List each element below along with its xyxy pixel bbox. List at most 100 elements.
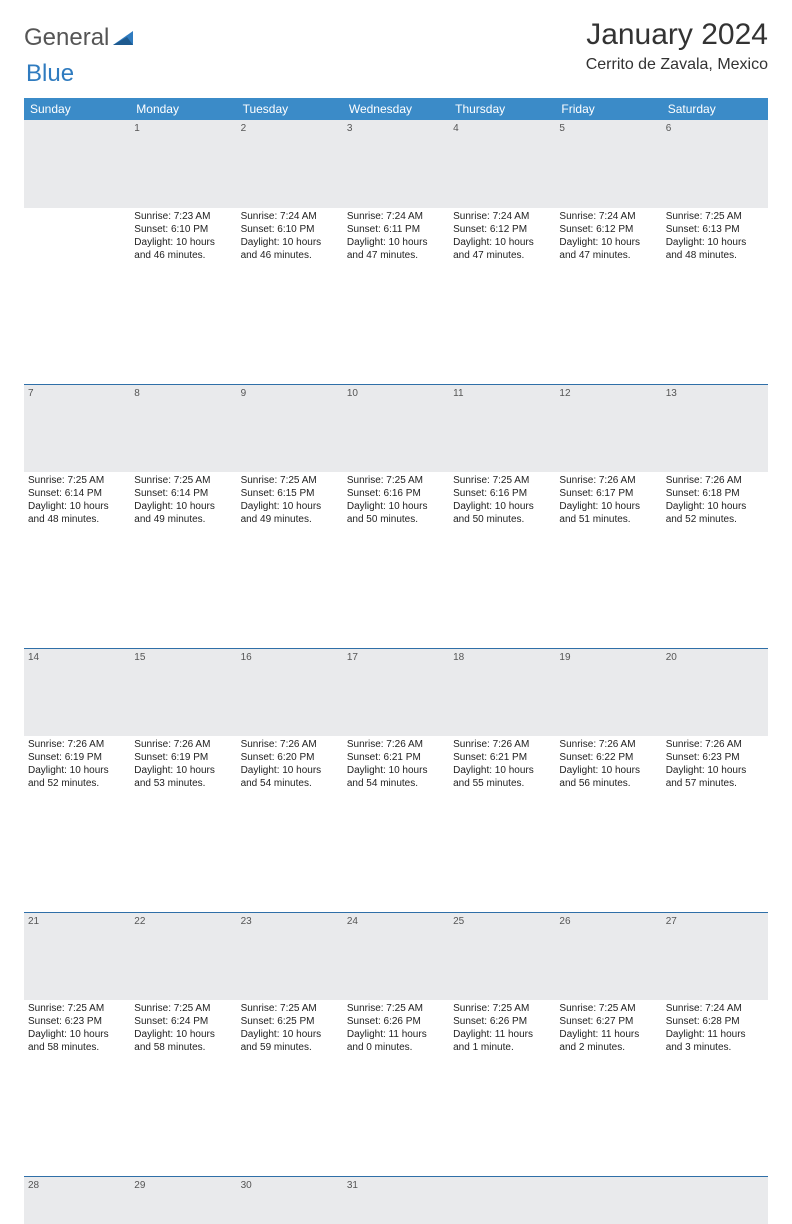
day-number: 14 xyxy=(24,648,130,736)
day-number: 19 xyxy=(555,648,661,736)
day-number: 28 xyxy=(24,1176,130,1224)
daylight-text: Daylight: 10 hours and 53 minutes. xyxy=(134,764,232,790)
day-cell: Sunrise: 7:26 AMSunset: 6:22 PMDaylight:… xyxy=(555,736,661,824)
week-1-daynum-row: 123456 xyxy=(24,120,768,208)
sunset-text: Sunset: 6:26 PM xyxy=(453,1015,551,1028)
day-cell: Sunrise: 7:24 AMSunset: 6:10 PMDaylight:… xyxy=(237,208,343,296)
day-cell: Sunrise: 7:26 AMSunset: 6:19 PMDaylight:… xyxy=(130,736,236,824)
sunset-text: Sunset: 6:10 PM xyxy=(241,223,339,236)
daylight-text: Daylight: 10 hours and 50 minutes. xyxy=(453,500,551,526)
day-cell: Sunrise: 7:25 AMSunset: 6:16 PMDaylight:… xyxy=(343,472,449,560)
day-cell: Sunrise: 7:24 AMSunset: 6:28 PMDaylight:… xyxy=(662,1000,768,1088)
day-cell: Sunrise: 7:26 AMSunset: 6:23 PMDaylight:… xyxy=(662,736,768,824)
daylight-text: Daylight: 11 hours and 3 minutes. xyxy=(666,1028,764,1054)
col-wednesday: Wednesday xyxy=(343,98,449,120)
sunset-text: Sunset: 6:10 PM xyxy=(134,223,232,236)
sunset-text: Sunset: 6:26 PM xyxy=(347,1015,445,1028)
day-number: 31 xyxy=(343,1176,449,1224)
sunrise-text: Sunrise: 7:25 AM xyxy=(134,1002,232,1015)
day-cell: Sunrise: 7:26 AMSunset: 6:21 PMDaylight:… xyxy=(449,736,555,824)
daylight-text: Daylight: 10 hours and 52 minutes. xyxy=(28,764,126,790)
sunrise-text: Sunrise: 7:23 AM xyxy=(134,210,232,223)
sunrise-text: Sunrise: 7:25 AM xyxy=(241,474,339,487)
day-cell: Sunrise: 7:25 AMSunset: 6:13 PMDaylight:… xyxy=(662,208,768,296)
sunrise-text: Sunrise: 7:24 AM xyxy=(559,210,657,223)
week-5-daynum-row: 28293031 xyxy=(24,1176,768,1224)
day-number: 27 xyxy=(662,912,768,1000)
day-cell: Sunrise: 7:24 AMSunset: 6:11 PMDaylight:… xyxy=(343,208,449,296)
day-cell: Sunrise: 7:25 AMSunset: 6:26 PMDaylight:… xyxy=(343,1000,449,1088)
logo: General xyxy=(24,18,135,52)
sunrise-text: Sunrise: 7:24 AM xyxy=(666,1002,764,1015)
day-cell xyxy=(24,208,130,296)
day-number: 24 xyxy=(343,912,449,1000)
sunrise-text: Sunrise: 7:26 AM xyxy=(241,738,339,751)
daylight-text: Daylight: 10 hours and 47 minutes. xyxy=(559,236,657,262)
day-number: 5 xyxy=(555,120,661,208)
sunset-text: Sunset: 6:18 PM xyxy=(666,487,764,500)
day-number: 26 xyxy=(555,912,661,1000)
sunset-text: Sunset: 6:22 PM xyxy=(559,751,657,764)
day-number: 2 xyxy=(237,120,343,208)
sunrise-text: Sunrise: 7:26 AM xyxy=(666,474,764,487)
sunrise-text: Sunrise: 7:25 AM xyxy=(28,1002,126,1015)
sunrise-text: Sunrise: 7:26 AM xyxy=(347,738,445,751)
day-number: 16 xyxy=(237,648,343,736)
day-cell: Sunrise: 7:26 AMSunset: 6:21 PMDaylight:… xyxy=(343,736,449,824)
sunset-text: Sunset: 6:23 PM xyxy=(28,1015,126,1028)
sunrise-text: Sunrise: 7:25 AM xyxy=(453,474,551,487)
sunset-text: Sunset: 6:19 PM xyxy=(28,751,126,764)
daylight-text: Daylight: 10 hours and 58 minutes. xyxy=(28,1028,126,1054)
location-subtitle: Cerrito de Zavala, Mexico xyxy=(586,56,768,74)
col-tuesday: Tuesday xyxy=(237,98,343,120)
day-number xyxy=(449,1176,555,1224)
sunset-text: Sunset: 6:23 PM xyxy=(666,751,764,764)
day-number: 30 xyxy=(237,1176,343,1224)
sunrise-text: Sunrise: 7:25 AM xyxy=(241,1002,339,1015)
sunrise-text: Sunrise: 7:24 AM xyxy=(241,210,339,223)
week-2-daynum-row: 78910111213 xyxy=(24,384,768,472)
sunrise-text: Sunrise: 7:24 AM xyxy=(453,210,551,223)
sunset-text: Sunset: 6:13 PM xyxy=(666,223,764,236)
sunset-text: Sunset: 6:25 PM xyxy=(241,1015,339,1028)
day-number: 22 xyxy=(130,912,236,1000)
daylight-text: Daylight: 11 hours and 2 minutes. xyxy=(559,1028,657,1054)
daylight-text: Daylight: 10 hours and 55 minutes. xyxy=(453,764,551,790)
week-divider xyxy=(24,1088,768,1176)
daylight-text: Daylight: 10 hours and 48 minutes. xyxy=(28,500,126,526)
day-number: 3 xyxy=(343,120,449,208)
day-number: 4 xyxy=(449,120,555,208)
sunrise-text: Sunrise: 7:25 AM xyxy=(559,1002,657,1015)
day-cell: Sunrise: 7:24 AMSunset: 6:12 PMDaylight:… xyxy=(555,208,661,296)
sunset-text: Sunset: 6:11 PM xyxy=(347,223,445,236)
week-2-content-row: Sunrise: 7:25 AMSunset: 6:14 PMDaylight:… xyxy=(24,472,768,560)
sunset-text: Sunset: 6:21 PM xyxy=(453,751,551,764)
daylight-text: Daylight: 10 hours and 46 minutes. xyxy=(241,236,339,262)
day-cell: Sunrise: 7:25 AMSunset: 6:27 PMDaylight:… xyxy=(555,1000,661,1088)
week-1-content-row: Sunrise: 7:23 AMSunset: 6:10 PMDaylight:… xyxy=(24,208,768,296)
day-number xyxy=(662,1176,768,1224)
day-number: 29 xyxy=(130,1176,236,1224)
day-number: 6 xyxy=(662,120,768,208)
logo-triangle-icon xyxy=(113,29,135,47)
sunrise-text: Sunrise: 7:26 AM xyxy=(453,738,551,751)
day-number: 25 xyxy=(449,912,555,1000)
day-number: 8 xyxy=(130,384,236,472)
day-number: 1 xyxy=(130,120,236,208)
daylight-text: Daylight: 10 hours and 49 minutes. xyxy=(241,500,339,526)
sunrise-text: Sunrise: 7:26 AM xyxy=(134,738,232,751)
day-number: 20 xyxy=(662,648,768,736)
day-number: 9 xyxy=(237,384,343,472)
daylight-text: Daylight: 10 hours and 54 minutes. xyxy=(241,764,339,790)
sunrise-text: Sunrise: 7:25 AM xyxy=(453,1002,551,1015)
daylight-text: Daylight: 11 hours and 0 minutes. xyxy=(347,1028,445,1054)
col-monday: Monday xyxy=(130,98,236,120)
daylight-text: Daylight: 10 hours and 51 minutes. xyxy=(559,500,657,526)
day-cell: Sunrise: 7:25 AMSunset: 6:24 PMDaylight:… xyxy=(130,1000,236,1088)
day-number: 23 xyxy=(237,912,343,1000)
col-sunday: Sunday xyxy=(24,98,130,120)
day-cell: Sunrise: 7:25 AMSunset: 6:23 PMDaylight:… xyxy=(24,1000,130,1088)
day-number: 7 xyxy=(24,384,130,472)
sunset-text: Sunset: 6:12 PM xyxy=(453,223,551,236)
daylight-text: Daylight: 10 hours and 59 minutes. xyxy=(241,1028,339,1054)
